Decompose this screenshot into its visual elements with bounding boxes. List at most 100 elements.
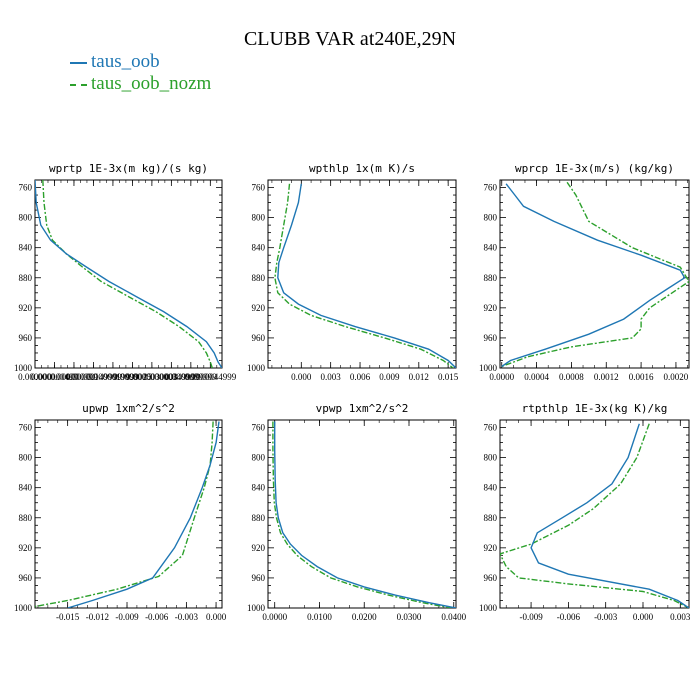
panel-1: wprtp 1E-3x(m kg)/(s kg) 760 800 840 880 920 9… bbox=[14, 162, 237, 382]
x-tick-label: 0.0016 bbox=[629, 372, 654, 382]
legend-item-taus-oob: taus_oob bbox=[70, 51, 160, 73]
y-tick-label: 840 bbox=[484, 243, 498, 253]
x-tick-label: 0.000000499 bbox=[31, 372, 79, 382]
y-tick-label: 840 bbox=[19, 243, 33, 253]
y-tick-label: 880 bbox=[484, 273, 498, 283]
x-tick-label: 0.0000 bbox=[489, 372, 514, 382]
panel-3: wprcp 1E-3x(m/s) (kg/kg) 760 800 840 880 920 9… bbox=[479, 162, 690, 382]
x-tick-label: -0.009 bbox=[115, 612, 139, 622]
legend-label: taus_oob_nozm bbox=[91, 73, 212, 94]
series-line-taus-oob-nozm bbox=[501, 181, 689, 368]
x-tick-label: 0.0012 bbox=[594, 372, 619, 382]
x-tick-label: 0.000000999 bbox=[50, 372, 98, 382]
x-tick-label: -0.003 bbox=[594, 612, 618, 622]
y-tick-label: 880 bbox=[19, 273, 33, 283]
panel-title: rtpthlp 1E-3x(kg K)/kg bbox=[522, 402, 668, 415]
y-tick-label: 760 bbox=[484, 423, 498, 433]
y-tick-label: 880 bbox=[252, 273, 266, 283]
y-tick-label: 920 bbox=[484, 303, 498, 313]
page-title: CLUBB VAR at240E,29N bbox=[243, 28, 457, 50]
y-tick-label: 960 bbox=[19, 333, 33, 343]
x-tick-label: 0.0000044999 bbox=[184, 372, 236, 382]
y-tick-label: 920 bbox=[19, 303, 33, 313]
y-tick-label: 840 bbox=[19, 483, 33, 493]
legend-line-icon bbox=[70, 61, 87, 64]
y-tick-label: 800 bbox=[252, 213, 266, 223]
x-tick-label: 0.0300 bbox=[397, 612, 422, 622]
x-tick-label: -0.003 bbox=[175, 612, 199, 622]
y-tick-label: 760 bbox=[252, 183, 266, 193]
series-line-taus-oob bbox=[501, 183, 686, 368]
x-tick-label: 0.0020 bbox=[664, 372, 689, 382]
x-tick-label: 0.003 bbox=[670, 612, 691, 622]
x-tick-label: -0.012 bbox=[86, 612, 109, 622]
plot-frame bbox=[267, 179, 457, 369]
series-line-taus-oob bbox=[35, 180, 222, 368]
y-tick-label: 760 bbox=[252, 423, 266, 433]
y-tick-label: 880 bbox=[252, 513, 266, 523]
x-tick-label: 0.0000 bbox=[262, 612, 287, 622]
series-line-taus-oob-nozm bbox=[42, 180, 213, 368]
x-tick-label: 0.0400 bbox=[441, 612, 466, 622]
series-line-taus-oob bbox=[530, 423, 689, 608]
x-tick-label: -0.015 bbox=[56, 612, 80, 622]
x-tick-label: 0.003 bbox=[321, 372, 342, 382]
y-tick-label: 960 bbox=[484, 333, 498, 343]
x-tick-label: -0.006 bbox=[557, 612, 581, 622]
series-line-taus-oob-nozm bbox=[35, 421, 214, 608]
y-tick-label: 840 bbox=[252, 243, 266, 253]
series-line-taus-oob bbox=[67, 421, 220, 608]
x-tick-label: 0.006 bbox=[350, 372, 371, 382]
y-tick-label: 800 bbox=[484, 453, 498, 463]
y-tick-label: 800 bbox=[484, 213, 498, 223]
series-line-taus-oob bbox=[277, 183, 456, 368]
x-tick-label: -0.006 bbox=[145, 612, 169, 622]
panel-title: upwp 1xm^2/s^2 bbox=[82, 402, 175, 415]
y-tick-label: 960 bbox=[484, 573, 498, 583]
x-tick-label: 0.00000149999 bbox=[65, 372, 122, 382]
y-tick-label: 880 bbox=[19, 513, 33, 523]
panel-6: rtpthlp 1E-3x(kg K)/kg 760 800 840 880 920 960… bbox=[479, 402, 691, 622]
plot-frame bbox=[34, 419, 223, 609]
x-tick-label: 0.00000349999 bbox=[143, 372, 200, 382]
x-tick-label: 0.0004 bbox=[524, 372, 549, 382]
plot-frame bbox=[499, 419, 690, 609]
x-tick-label: -0.009 bbox=[519, 612, 543, 622]
y-tick-label: 920 bbox=[252, 543, 266, 553]
x-tick-label: 0.000 bbox=[206, 612, 227, 622]
y-tick-label: 800 bbox=[19, 453, 33, 463]
y-tick-label: 1000 bbox=[14, 603, 33, 613]
x-tick-label: 0.000000 bbox=[18, 372, 52, 382]
x-tick-label: 0.0000025 bbox=[113, 372, 152, 382]
y-tick-label: 960 bbox=[252, 573, 266, 583]
series-line-taus-oob-nozm bbox=[500, 423, 689, 608]
y-tick-label: 960 bbox=[19, 573, 33, 583]
y-tick-label: 840 bbox=[252, 483, 266, 493]
x-tick-label: 0.0100 bbox=[307, 612, 332, 622]
panel-5: vpwp 1xm^2/s^2 760 800 840 880 920 960 10000.00… bbox=[247, 402, 467, 622]
x-tick-label: 0.0008 bbox=[559, 372, 584, 382]
x-tick-label: 0.009 bbox=[379, 372, 400, 382]
y-tick-label: 1000 bbox=[14, 363, 33, 373]
y-tick-label: 760 bbox=[19, 423, 33, 433]
x-tick-label: 0.0200 bbox=[352, 612, 377, 622]
x-tick-label: 0.0000030000 bbox=[126, 372, 178, 382]
y-tick-label: 800 bbox=[252, 453, 266, 463]
panel-2: wpthlp 1x(m K)/s 760 800 840 880 920 960 1000 0.… bbox=[247, 162, 459, 382]
y-tick-label: 840 bbox=[484, 483, 498, 493]
x-tick-label: 0.0000039999 bbox=[165, 372, 217, 382]
x-tick-label: 0.000 bbox=[291, 372, 312, 382]
y-tick-label: 920 bbox=[19, 543, 33, 553]
y-tick-label: 760 bbox=[484, 183, 498, 193]
x-tick-label: 0.012 bbox=[409, 372, 429, 382]
plot-frame bbox=[34, 179, 223, 369]
y-tick-label: 920 bbox=[484, 543, 498, 553]
y-tick-label: 1000 bbox=[247, 603, 266, 613]
panel-title: wpthlp 1x(m K)/s bbox=[309, 162, 415, 175]
y-tick-label: 1000 bbox=[247, 363, 266, 373]
panel-title: wprcp 1E-3x(m/s) (kg/kg) bbox=[515, 162, 674, 175]
x-tick-label: 0.000 bbox=[633, 612, 654, 622]
legend-label: taus_oob bbox=[91, 51, 160, 72]
y-tick-label: 800 bbox=[19, 213, 33, 223]
